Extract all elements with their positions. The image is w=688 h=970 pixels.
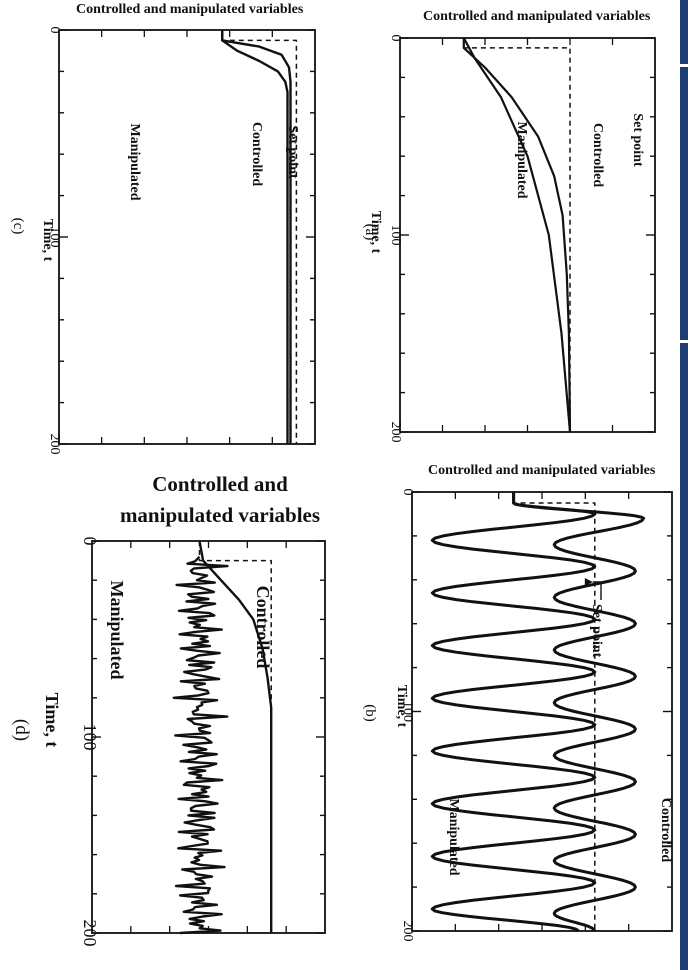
time-tick-label: 0 [400, 489, 415, 496]
series-name-label: Set point [630, 113, 645, 167]
series-line-controlled [221, 30, 289, 444]
series-name-label: Manipulated [446, 798, 461, 875]
time-tick-label: 100 [388, 225, 403, 246]
panel-a-title: Controlled and manipulated variables [423, 9, 651, 24]
time-tick-label: 200 [400, 921, 415, 942]
set-point-arrow [592, 581, 602, 600]
series-line-controlled [512, 491, 646, 932]
series-line-set-point [198, 541, 272, 708]
time-tick-label: 200 [80, 920, 100, 947]
set-point-annotation: Set point [589, 604, 604, 658]
time-axis-label: Time, t [394, 685, 409, 728]
series-name-label: Manipulated [514, 121, 529, 198]
time-tick-label: 0 [80, 537, 100, 546]
time-tick-label: 100 [80, 724, 100, 751]
panel-d-title: Controlled and manipulated variables [119, 472, 321, 527]
time-tick-label: 100 [400, 701, 415, 722]
series-name-label: Controlled [658, 798, 673, 863]
series-name-label: Controlled [253, 586, 273, 669]
panel-label-a: (a) [362, 224, 378, 241]
time-axis-label: Time, t [42, 693, 62, 748]
panel-label-d: (d) [11, 719, 32, 741]
time-tick-label: 0 [388, 35, 403, 42]
time-tick-label: 100 [47, 227, 62, 248]
time-tick-label: 200 [388, 422, 403, 443]
series-name-label: Manipulated [127, 123, 142, 200]
series-line-controlled [198, 540, 273, 933]
arrow-head-icon [584, 578, 593, 586]
time-tick-label: 0 [47, 27, 62, 34]
panel-c-title: Controlled and manipulated variables [76, 2, 304, 17]
series-name-label: Set point [285, 125, 300, 179]
series-line-manipulated [221, 30, 292, 444]
series-name-label: Controlled [249, 122, 264, 187]
window-edge-strip [680, 0, 688, 970]
strip-mark [680, 340, 688, 343]
series-line-manipulated [462, 37, 572, 433]
series-name-label: Manipulated [107, 580, 127, 679]
series-line-manipulated [172, 555, 229, 935]
strip-mark [680, 64, 688, 67]
panel-label-c: (c) [10, 218, 26, 235]
series-line-manipulated [430, 491, 597, 933]
panel-b-title: Controlled and manipulated variables [428, 463, 656, 478]
series-name-label: Controlled [590, 123, 605, 188]
time-axis-label: Time, t [40, 219, 55, 262]
panel-label-b: (b) [362, 704, 378, 722]
time-axis-label: Time, t [368, 211, 383, 254]
series-line-set-point [221, 30, 298, 444]
time-tick-label: 200 [47, 434, 62, 455]
